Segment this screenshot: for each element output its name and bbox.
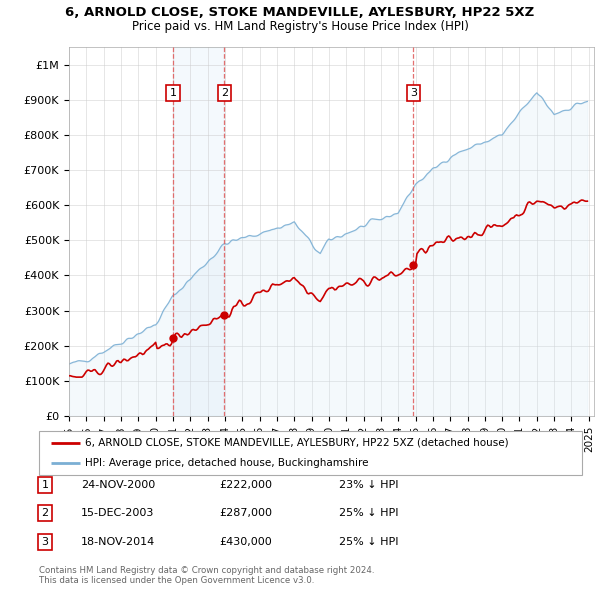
Text: HPI: Average price, detached house, Buckinghamshire: HPI: Average price, detached house, Buck… xyxy=(85,458,368,468)
Text: 6, ARNOLD CLOSE, STOKE MANDEVILLE, AYLESBURY, HP22 5XZ (detached house): 6, ARNOLD CLOSE, STOKE MANDEVILLE, AYLES… xyxy=(85,438,509,448)
Text: 18-NOV-2014: 18-NOV-2014 xyxy=(81,537,155,546)
Text: 25% ↓ HPI: 25% ↓ HPI xyxy=(339,537,398,546)
Text: 1: 1 xyxy=(169,88,176,98)
Text: 25% ↓ HPI: 25% ↓ HPI xyxy=(339,509,398,518)
Text: Price paid vs. HM Land Registry's House Price Index (HPI): Price paid vs. HM Land Registry's House … xyxy=(131,20,469,33)
Text: 23% ↓ HPI: 23% ↓ HPI xyxy=(339,480,398,490)
Text: 2: 2 xyxy=(221,88,228,98)
Text: 3: 3 xyxy=(410,88,417,98)
Text: 24-NOV-2000: 24-NOV-2000 xyxy=(81,480,155,490)
Text: £430,000: £430,000 xyxy=(219,537,272,546)
Text: 2: 2 xyxy=(41,509,49,518)
Text: Contains HM Land Registry data © Crown copyright and database right 2024.
This d: Contains HM Land Registry data © Crown c… xyxy=(39,566,374,585)
Text: £222,000: £222,000 xyxy=(219,480,272,490)
Text: 15-DEC-2003: 15-DEC-2003 xyxy=(81,509,154,518)
Text: 3: 3 xyxy=(41,537,49,546)
Bar xyxy=(173,47,224,416)
Text: 6, ARNOLD CLOSE, STOKE MANDEVILLE, AYLESBURY, HP22 5XZ: 6, ARNOLD CLOSE, STOKE MANDEVILLE, AYLES… xyxy=(65,6,535,19)
Text: £287,000: £287,000 xyxy=(219,509,272,518)
Text: 1: 1 xyxy=(41,480,49,490)
